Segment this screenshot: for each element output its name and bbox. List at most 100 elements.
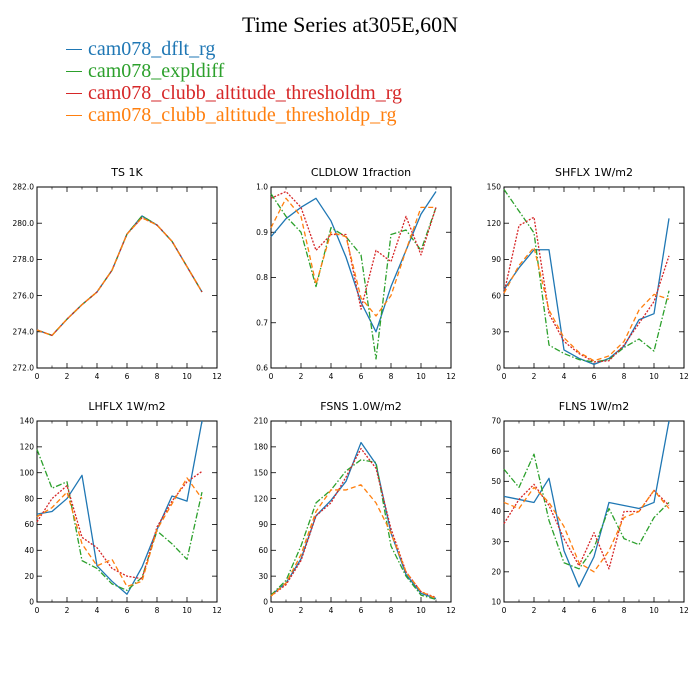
y-tick-label: 150 xyxy=(254,468,269,477)
y-tick-label: 0.6 xyxy=(256,364,268,373)
x-tick-label: 2 xyxy=(532,372,537,381)
y-tick-label: 1.0 xyxy=(256,183,268,192)
series-line-cam078-clubb-altitude-thresholdm-rg xyxy=(36,470,203,580)
y-tick-label: 180 xyxy=(254,443,269,452)
x-tick-label: 8 xyxy=(155,606,160,615)
series-line-cam078-clubb-altitude-thresholdp-rg xyxy=(36,217,203,337)
plot-frame xyxy=(503,420,685,603)
y-tick-label: 30 xyxy=(258,572,268,581)
series-line-cam078-dflt-rg xyxy=(36,215,203,337)
x-tick-label: 8 xyxy=(622,372,627,381)
legend-item: cam078_clubb_altitude_thresholdm_rg xyxy=(66,82,402,104)
y-tick-label: 120 xyxy=(254,494,269,503)
legend-label-thresholdp: cam078_clubb_altitude_thresholdp_rg xyxy=(88,104,397,126)
series-line-cam078-clubb-altitude-thresholdm-rg xyxy=(503,216,670,363)
x-tick-label: 6 xyxy=(359,372,364,381)
legend-swatch-dflt xyxy=(66,48,82,50)
series-line-cam078-clubb-altitude-thresholdm-rg xyxy=(270,447,437,599)
x-tick-label: 2 xyxy=(532,606,537,615)
chart-title: SHFLX 1W/m2 xyxy=(555,166,633,179)
y-tick-label: 60 xyxy=(258,546,268,555)
x-tick-label: 4 xyxy=(562,606,567,615)
series-line-cam078-clubb-altitude-thresholdp-rg xyxy=(270,484,437,600)
series-line-cam078-expldiff xyxy=(270,193,437,360)
y-tick-label: 100 xyxy=(20,468,35,477)
series-line-cam078-clubb-altitude-thresholdm-rg xyxy=(36,217,203,337)
y-tick-label: 0 xyxy=(29,598,34,607)
y-tick-label: 0.7 xyxy=(256,318,268,327)
legend-item: cam078_clubb_altitude_thresholdp_rg xyxy=(66,104,402,126)
x-tick-label: 8 xyxy=(389,372,394,381)
y-tick-label: 40 xyxy=(24,546,34,555)
y-tick-label: 40 xyxy=(491,507,501,516)
y-tick-label: 60 xyxy=(24,520,34,529)
series-line-cam078-dflt-rg xyxy=(270,191,437,333)
y-tick-label: 50 xyxy=(491,477,501,486)
chart-title: CLDLOW 1fraction xyxy=(311,166,411,179)
series-line-cam078-expldiff xyxy=(503,189,670,363)
y-tick-label: 10 xyxy=(491,598,501,607)
series-line-cam078-expldiff xyxy=(36,215,203,337)
x-tick-label: 10 xyxy=(416,606,426,615)
series-line-cam078-clubb-altitude-thresholdm-rg xyxy=(270,190,437,310)
legend-label-thresholdm: cam078_clubb_altitude_thresholdm_rg xyxy=(88,82,403,104)
y-tick-label: 278.0 xyxy=(13,255,35,264)
x-tick-label: 6 xyxy=(125,606,130,615)
series-line-cam078-dflt-rg xyxy=(36,420,203,595)
y-tick-label: 0 xyxy=(263,598,268,607)
y-tick-label: 80 xyxy=(24,494,34,503)
x-tick-label: 0 xyxy=(502,372,507,381)
y-tick-label: 30 xyxy=(491,328,501,337)
x-tick-label: 12 xyxy=(679,372,689,381)
x-tick-label: 12 xyxy=(446,372,456,381)
x-tick-label: 2 xyxy=(65,372,70,381)
chart-panel-cldlow-1fraction: CLDLOW 1fraction 0 2 4 6 8 10 12 0.6 0.7 0.8 0.9 1.0 xyxy=(256,166,456,381)
legend: cam078_dflt_rg cam078_expldiff cam078_cl… xyxy=(66,38,402,126)
x-tick-label: 12 xyxy=(446,606,456,615)
y-tick-label: 20 xyxy=(491,568,501,577)
figure-title: Time Series at305E,60N xyxy=(241,12,459,37)
y-tick-label: 120 xyxy=(487,219,502,228)
legend-label-expldiff: cam078_expldiff xyxy=(88,60,225,82)
chart-title: LHFLX 1W/m2 xyxy=(88,400,165,413)
x-tick-label: 12 xyxy=(212,372,222,381)
x-tick-label: 12 xyxy=(679,606,689,615)
x-tick-label: 10 xyxy=(649,372,659,381)
x-tick-label: 4 xyxy=(95,372,100,381)
x-tick-label: 0 xyxy=(35,372,40,381)
chart-title: FLNS 1W/m2 xyxy=(559,400,629,413)
y-tick-label: 0.9 xyxy=(256,228,268,237)
series-line-cam078-dflt-rg xyxy=(503,218,670,366)
legend-label-dflt: cam078_dflt_rg xyxy=(88,38,216,60)
y-tick-label: 60 xyxy=(491,291,501,300)
x-tick-label: 2 xyxy=(299,372,304,381)
chart-panel-flns-1w-m2: FLNS 1W/m2 0 2 4 6 8 10 12 10 20 30 40 50 60 70 xyxy=(491,400,689,615)
y-tick-label: 60 xyxy=(491,447,501,456)
x-tick-label: 6 xyxy=(125,372,130,381)
x-tick-label: 6 xyxy=(592,372,597,381)
x-tick-label: 4 xyxy=(95,606,100,615)
y-tick-label: 70 xyxy=(491,417,501,426)
series-line-cam078-expldiff xyxy=(270,459,437,601)
x-tick-label: 4 xyxy=(329,606,334,615)
chart-title: FSNS 1.0W/m2 xyxy=(320,400,402,413)
series-line-cam078-clubb-altitude-thresholdm-rg xyxy=(503,483,670,570)
y-tick-label: 30 xyxy=(491,537,501,546)
y-tick-label: 20 xyxy=(24,572,34,581)
x-tick-label: 4 xyxy=(329,372,334,381)
y-tick-label: 282.0 xyxy=(13,183,35,192)
x-tick-label: 0 xyxy=(35,606,40,615)
x-tick-label: 8 xyxy=(155,372,160,381)
x-tick-label: 8 xyxy=(622,606,627,615)
plot-frame xyxy=(270,186,452,369)
series-line-cam078-clubb-altitude-thresholdp-rg xyxy=(503,246,670,362)
y-tick-label: 120 xyxy=(20,443,35,452)
x-tick-label: 12 xyxy=(212,606,222,615)
x-tick-label: 10 xyxy=(416,372,426,381)
plot-frame xyxy=(36,420,218,603)
series-line-cam078-dflt-rg xyxy=(270,441,437,600)
legend-swatch-expldiff xyxy=(66,70,82,72)
